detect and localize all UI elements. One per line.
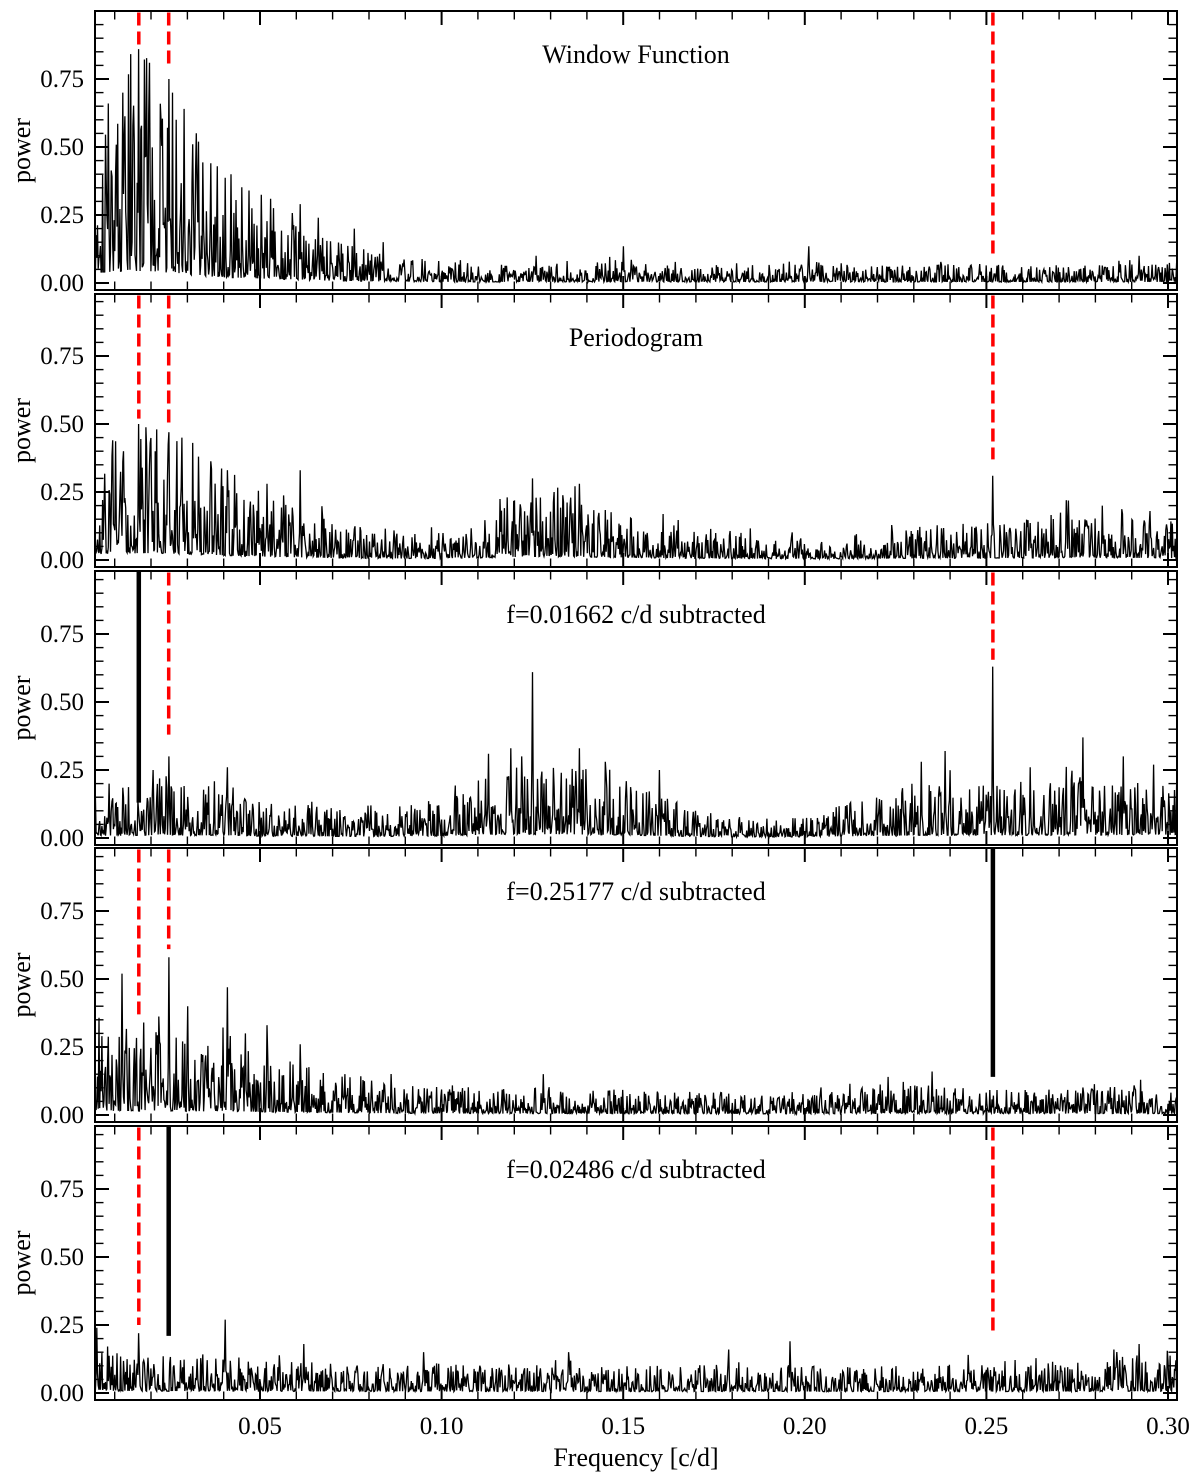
y-tick-label: 0.75	[40, 621, 84, 648]
panel-data-area	[96, 295, 1176, 561]
x-tick-label: 0.20	[783, 1413, 827, 1440]
y-axis-label: power	[7, 1230, 36, 1295]
axis-ticks	[96, 12, 1176, 289]
y-axis-label: power	[7, 118, 36, 183]
panel-title: f=0.25177 c/d subtracted	[506, 877, 765, 906]
spectrum-line	[96, 957, 1176, 1117]
panel-5: f=0.02486 c/d subtracted 0.00 0.25 0.50 0.75…	[7, 1125, 1178, 1407]
panel-title: f=0.01662 c/d subtracted	[506, 600, 765, 629]
y-axis-label: power	[7, 398, 36, 463]
y-tick-label: 0.00	[40, 1380, 84, 1407]
y-axis-label: power	[7, 952, 36, 1017]
spectrum-line	[96, 423, 1176, 561]
panel-border	[94, 847, 1178, 1123]
panel-title: Window Function	[542, 40, 729, 69]
panel-data-area	[96, 12, 1176, 285]
y-tick-label: 0.50	[40, 1244, 84, 1271]
panel-border	[94, 570, 1178, 846]
x-axis-label: Frequency [c/d]	[553, 1443, 718, 1472]
panel-data-area	[96, 849, 1176, 1117]
y-tick-label: 0.25	[40, 479, 84, 506]
y-tick-label: 0.25	[40, 1312, 84, 1339]
y-axis-label: power	[7, 675, 36, 740]
panel-border	[94, 1125, 1178, 1401]
y-tick-label: 0.75	[40, 66, 84, 93]
y-tick-label: 0.25	[40, 1034, 84, 1061]
spectrum-line	[96, 1319, 1176, 1394]
panel-title: f=0.02486 c/d subtracted	[506, 1155, 765, 1184]
panel-title: Periodogram	[569, 323, 703, 352]
y-tick-label: 0.50	[40, 134, 84, 161]
axis-ticks	[96, 295, 1176, 566]
y-tick-label: 0.75	[40, 343, 84, 370]
panel-4: f=0.25177 c/d subtracted 0.00 0.25 0.50 0.75…	[7, 847, 1178, 1129]
x-tick-label: 0.25	[965, 1413, 1009, 1440]
axis-ticks	[96, 849, 1176, 1121]
y-tick-label: 0.50	[40, 411, 84, 438]
panel-border	[94, 10, 1178, 291]
panel-2: Periodogram 0.00 0.25 0.50 0.75 power	[7, 293, 1178, 574]
y-tick-label: 0.00	[40, 270, 84, 297]
x-tick-label: 0.30	[1146, 1413, 1190, 1440]
y-tick-label: 0.00	[40, 547, 84, 574]
axis-ticks	[96, 1127, 1176, 1399]
panel-border	[94, 293, 1178, 568]
y-tick-label: 0.50	[40, 689, 84, 716]
x-tick-label: 0.15	[601, 1413, 645, 1440]
panel-data-area	[96, 1127, 1176, 1394]
y-tick-label: 0.25	[40, 757, 84, 784]
x-tick-label: 0.05	[238, 1413, 282, 1440]
x-tick-label: 0.10	[420, 1413, 464, 1440]
spectrum-line	[96, 666, 1176, 840]
y-tick-label: 0.00	[40, 1102, 84, 1129]
spectrum-line	[96, 49, 1176, 285]
y-tick-label: 0.25	[40, 202, 84, 229]
y-tick-label: 0.00	[40, 825, 84, 852]
axis-ticks	[96, 572, 1176, 844]
y-tick-label: 0.50	[40, 966, 84, 993]
y-tick-label: 0.75	[40, 1176, 84, 1203]
y-tick-label: 0.75	[40, 898, 84, 925]
panel-3: f=0.01662 c/d subtracted 0.00 0.25 0.50 0.75…	[7, 570, 1178, 852]
panel-data-area	[96, 572, 1176, 840]
